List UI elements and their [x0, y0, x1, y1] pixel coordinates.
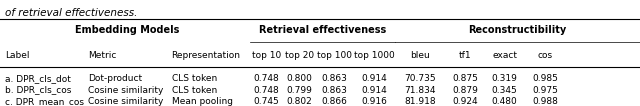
Text: top 20: top 20 — [285, 51, 314, 60]
Text: Cosine similarity: Cosine similarity — [88, 97, 164, 106]
Text: Retrieval effectiveness: Retrieval effectiveness — [259, 25, 386, 35]
Text: 0.975: 0.975 — [532, 86, 558, 95]
Text: 70.735: 70.735 — [404, 74, 436, 83]
Text: Label: Label — [5, 51, 29, 60]
Text: 0.916: 0.916 — [361, 97, 387, 106]
Text: 0.480: 0.480 — [492, 97, 518, 106]
Text: 0.988: 0.988 — [532, 97, 558, 106]
Text: a. DPR_cls_dot: a. DPR_cls_dot — [5, 74, 71, 83]
Text: 0.748: 0.748 — [253, 74, 279, 83]
Text: Embedding Models: Embedding Models — [75, 25, 180, 35]
Text: 0.985: 0.985 — [532, 74, 558, 83]
Text: Metric: Metric — [88, 51, 116, 60]
Text: 0.875: 0.875 — [452, 74, 478, 83]
Text: 71.834: 71.834 — [404, 86, 436, 95]
Text: exact: exact — [492, 51, 517, 60]
Text: CLS token: CLS token — [172, 74, 217, 83]
Text: 0.866: 0.866 — [322, 97, 348, 106]
Text: 0.802: 0.802 — [287, 97, 312, 106]
Text: top 10: top 10 — [252, 51, 281, 60]
Text: top 100: top 100 — [317, 51, 352, 60]
Text: 0.319: 0.319 — [492, 74, 518, 83]
Text: 0.800: 0.800 — [287, 74, 312, 83]
Text: Dot-product: Dot-product — [88, 74, 143, 83]
Text: 81.918: 81.918 — [404, 97, 436, 106]
Text: 0.924: 0.924 — [452, 97, 478, 106]
Text: 0.914: 0.914 — [361, 86, 387, 95]
Text: 0.345: 0.345 — [492, 86, 518, 95]
Text: 0.745: 0.745 — [253, 97, 279, 106]
Text: Cosine similarity: Cosine similarity — [88, 86, 164, 95]
Text: tf1: tf1 — [459, 51, 471, 60]
Text: 0.748: 0.748 — [253, 86, 279, 95]
Text: c. DPR_mean_cos: c. DPR_mean_cos — [5, 97, 84, 106]
Text: cos: cos — [538, 51, 552, 60]
Text: 0.863: 0.863 — [322, 74, 348, 83]
Text: b. DPR_cls_cos: b. DPR_cls_cos — [5, 86, 72, 95]
Text: top 1000: top 1000 — [354, 51, 394, 60]
Text: 0.863: 0.863 — [322, 86, 348, 95]
Text: of retrieval effectiveness.: of retrieval effectiveness. — [5, 8, 138, 18]
Text: CLS token: CLS token — [172, 86, 217, 95]
Text: Mean pooling: Mean pooling — [172, 97, 232, 106]
Text: Representation: Representation — [172, 51, 241, 60]
Text: 0.799: 0.799 — [287, 86, 312, 95]
Text: Reconstructibility: Reconstructibility — [468, 25, 566, 35]
Text: bleu: bleu — [410, 51, 430, 60]
Text: 0.879: 0.879 — [452, 86, 478, 95]
Text: 0.914: 0.914 — [361, 74, 387, 83]
